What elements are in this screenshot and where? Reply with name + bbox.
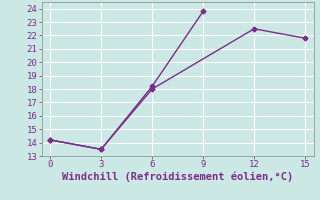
X-axis label: Windchill (Refroidissement éolien,°C): Windchill (Refroidissement éolien,°C) bbox=[62, 172, 293, 182]
